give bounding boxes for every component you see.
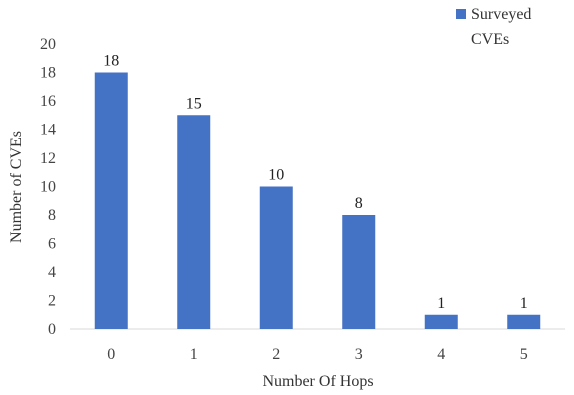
y-axis-ticks: 0 2 4 6 8 10 12 14 16 18 20 [40, 36, 56, 338]
bar [424, 314, 458, 329]
legend-label-line-1: Surveyed [471, 6, 531, 23]
bar-value-label: 8 [355, 195, 363, 212]
y-tick-label: 18 [40, 65, 56, 82]
legend-label-line-2: CVEs [471, 31, 509, 48]
x-tick-label: 2 [272, 346, 280, 363]
bar [342, 215, 376, 329]
y-tick-label: 8 [48, 207, 56, 224]
legend-swatch [456, 9, 466, 19]
legend: Surveyed CVEs [456, 6, 531, 48]
y-tick-label: 12 [40, 150, 56, 167]
bar-value-label: 1 [520, 295, 528, 312]
bar [94, 72, 128, 329]
y-tick-label: 20 [40, 36, 56, 53]
bar-value-label: 10 [268, 167, 284, 184]
y-tick-label: 4 [48, 264, 56, 281]
bar [259, 186, 293, 329]
bars [94, 72, 541, 329]
y-tick-label: 0 [48, 321, 56, 338]
bar [507, 314, 541, 329]
bar [177, 115, 211, 329]
x-tick-label: 3 [355, 346, 363, 363]
x-tick-label: 5 [520, 346, 528, 363]
bar-value-label: 18 [103, 53, 119, 70]
y-tick-label: 6 [48, 236, 56, 253]
y-axis-title: Number of CVEs [8, 131, 25, 243]
data-labels: 18 15 10 8 1 1 [103, 53, 528, 312]
x-tick-label: 1 [190, 346, 198, 363]
y-tick-label: 16 [40, 93, 56, 110]
bar-value-label: 15 [186, 95, 202, 112]
y-tick-label: 10 [40, 179, 56, 196]
x-tick-label: 0 [107, 346, 115, 363]
y-tick-label: 2 [48, 293, 56, 310]
x-tick-label: 4 [437, 346, 445, 363]
x-axis-ticks: 0 1 2 3 4 5 [107, 346, 528, 363]
bar-value-label: 1 [437, 295, 445, 312]
y-tick-label: 14 [40, 122, 56, 139]
x-axis-title: Number Of Hops [262, 373, 373, 390]
